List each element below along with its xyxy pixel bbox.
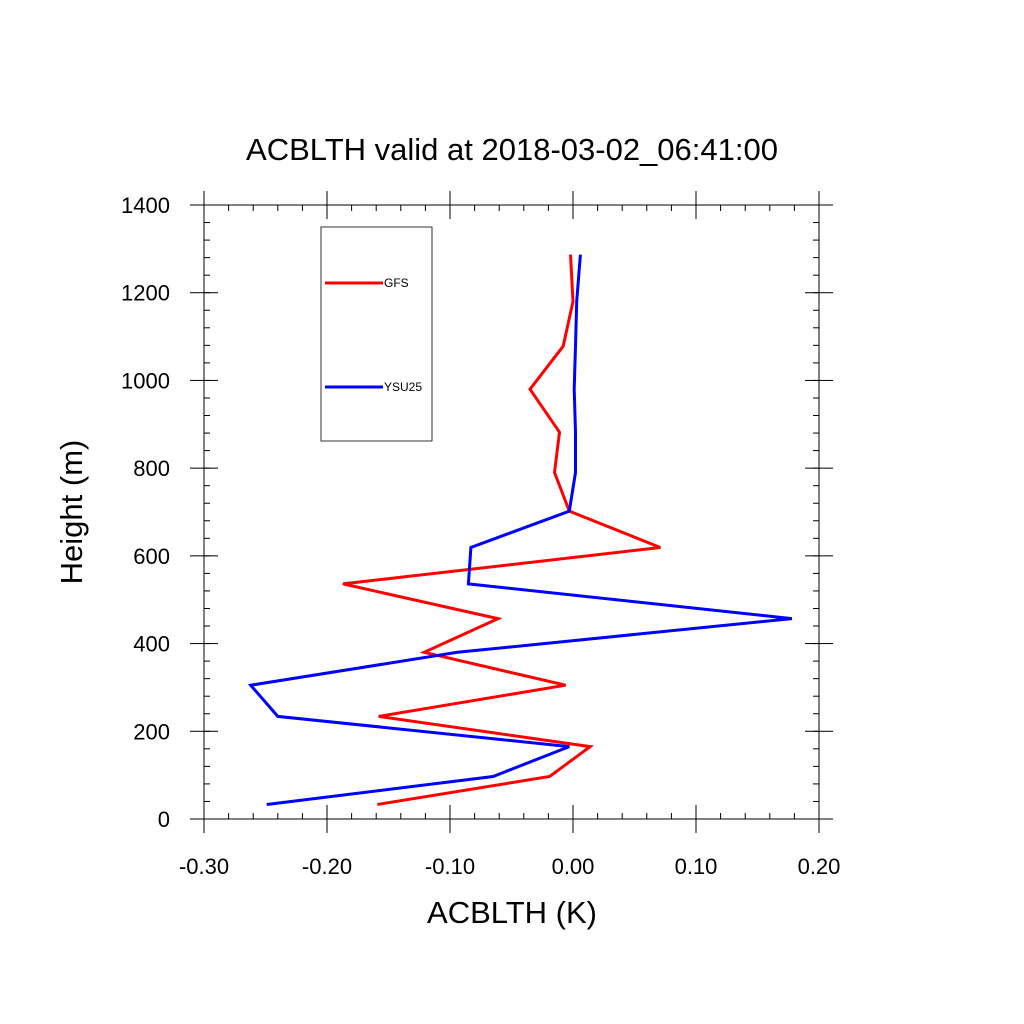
legend-label-gfs: GFS	[384, 276, 409, 290]
x-tick-label: -0.10	[425, 854, 475, 879]
legend-label-ysu25: YSU25	[384, 380, 422, 394]
y-tick-label: 1000	[121, 368, 170, 393]
series-line-ysu25	[247, 254, 793, 806]
y-tick-label: 600	[133, 544, 170, 569]
y-axis-label: Height (m)	[54, 440, 89, 585]
x-tick-label: -0.20	[302, 854, 352, 879]
y-tick-label: 1400	[121, 193, 170, 218]
x-axis-label: ACBLTH (K)	[427, 895, 597, 930]
chart-title: ACBLTH valid at 2018-03-02_06:41:00	[246, 132, 778, 167]
y-tick-label: 1200	[121, 281, 170, 306]
x-tick-label: 0.10	[675, 854, 718, 879]
plot-frame	[203, 204, 820, 820]
series-line-gfs	[342, 254, 661, 806]
y-tick-label: 800	[133, 456, 170, 481]
y-tick-label: 0	[158, 807, 170, 832]
x-tick-label: 0.20	[798, 854, 841, 879]
y-tick-label: 400	[133, 632, 170, 657]
plot-area: -0.30 -0.20 -0.10 0.00 0.10 0.20 0 200 400 600 800…	[121, 191, 840, 879]
y-tick-label: 200	[133, 719, 170, 744]
x-tick-label: 0.00	[552, 854, 595, 879]
legend-box	[320, 226, 433, 442]
x-tick-label: -0.30	[179, 854, 229, 879]
